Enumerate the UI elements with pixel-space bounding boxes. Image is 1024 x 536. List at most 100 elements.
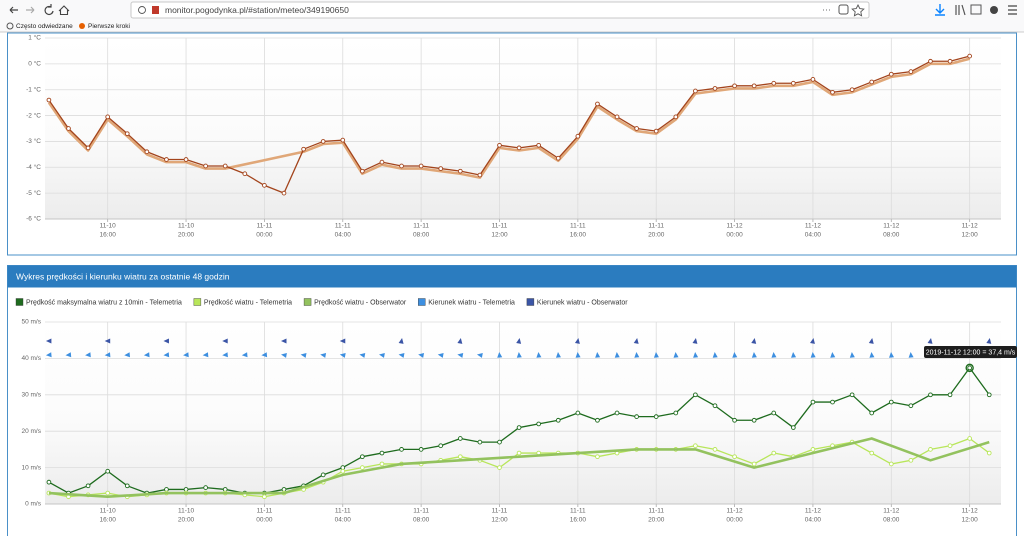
info-icon[interactable] (138, 6, 146, 14)
home-button[interactable] (58, 5, 70, 16)
x-tick-label: 16:00 (570, 232, 587, 239)
data-point (457, 168, 463, 174)
direction-arrow (908, 352, 914, 358)
bookmark[interactable]: Pierwsze kroki (88, 23, 130, 30)
data-point (203, 163, 208, 169)
data-point (967, 53, 973, 59)
legend-swatch (303, 298, 312, 306)
data-point (575, 133, 581, 139)
data-point (869, 79, 875, 85)
data-point (771, 450, 777, 456)
reload-button[interactable] (44, 4, 54, 16)
menu-dots[interactable]: ··· (822, 4, 831, 14)
pocket-icon[interactable] (838, 4, 849, 15)
highlight-point (965, 363, 974, 373)
data-point (888, 71, 894, 77)
data-point (575, 410, 581, 416)
x-tick-label: 11-12 (883, 223, 900, 230)
data-point (536, 421, 542, 427)
direction-arrow (751, 352, 757, 358)
direction-arrow (281, 352, 287, 358)
x-tick-label: 04:00 (335, 232, 352, 239)
direction-arrow (536, 352, 542, 358)
direction-arrow (516, 338, 522, 344)
x-tick-label: 00:00 (726, 232, 743, 239)
data-point (849, 392, 855, 398)
data-point (614, 114, 620, 120)
y-tick-label: 0 m/s (25, 501, 42, 508)
direction-arrow (45, 338, 52, 344)
data-point (399, 163, 404, 169)
data-point (869, 450, 875, 456)
y-tick-label: -3 °C (26, 137, 41, 145)
data-point (320, 472, 326, 478)
direction-arrow (437, 352, 444, 358)
data-point (164, 157, 169, 162)
forward-button[interactable] (26, 6, 35, 14)
x-tick-label: 11-11 (648, 508, 664, 515)
legend-label: Kierunek wiatru - Telemetria (428, 299, 515, 306)
x-tick-label: 11-11 (335, 508, 351, 515)
account-icon[interactable] (990, 6, 998, 14)
direction-arrow (261, 352, 268, 358)
direction-arrow (574, 338, 580, 344)
data-point (144, 149, 150, 155)
direction-arrow (830, 352, 836, 358)
data-point (340, 137, 346, 143)
library-icon[interactable] (955, 4, 966, 16)
data-point (124, 483, 130, 489)
x-tick-label: 11-12 (805, 508, 822, 515)
sidebar-icon[interactable] (970, 4, 982, 15)
x-tick-label: 11-10 (100, 508, 117, 515)
direction-arrow (222, 352, 228, 358)
data-point (66, 126, 71, 131)
bookmark[interactable]: Często odwiedzane (16, 23, 73, 30)
data-point (732, 83, 737, 89)
url-bar[interactable] (130, 1, 870, 19)
legend-swatch (526, 298, 535, 306)
data-point (418, 163, 424, 169)
direction-arrow (673, 352, 679, 358)
direction-arrow (810, 338, 815, 344)
direction-arrow (868, 338, 874, 344)
direction-arrow (163, 338, 169, 344)
data-point (516, 450, 522, 456)
data-point (732, 417, 737, 423)
data-point (790, 80, 796, 86)
x-tick-label: 04:00 (805, 517, 822, 524)
data-point (497, 142, 502, 148)
direction-arrow (300, 352, 307, 358)
direction-arrow (241, 352, 248, 358)
menu-icon[interactable] (1008, 5, 1017, 15)
x-tick-label: 11-12 (805, 223, 822, 230)
direction-arrow (104, 338, 111, 344)
data-point (947, 58, 953, 64)
plot-area (45, 38, 1001, 219)
data-point (379, 461, 385, 467)
downloads-icon[interactable] (935, 4, 945, 16)
data-point (320, 139, 326, 144)
x-tick-label: 12:00 (962, 517, 979, 524)
data-point (497, 465, 502, 470)
direction-arrow (889, 352, 895, 358)
data-point (262, 494, 267, 500)
data-point (810, 77, 816, 82)
bookmark-star[interactable] (851, 3, 865, 17)
data-point (595, 417, 600, 423)
x-tick-label: 08:00 (413, 232, 430, 239)
data-point (124, 131, 130, 137)
x-tick-label: 08:00 (883, 232, 900, 239)
data-point (477, 439, 483, 445)
direction-arrow (65, 352, 72, 358)
direction-arrow (986, 338, 992, 344)
direction-arrow (712, 352, 718, 358)
direction-arrow (45, 352, 52, 358)
data-point (751, 417, 757, 423)
back-button[interactable] (9, 6, 18, 14)
direction-arrow (418, 352, 425, 358)
direction-arrow (202, 352, 209, 358)
x-tick-label: 04:00 (805, 232, 822, 239)
data-point (457, 454, 463, 460)
series-line (47, 57, 970, 179)
